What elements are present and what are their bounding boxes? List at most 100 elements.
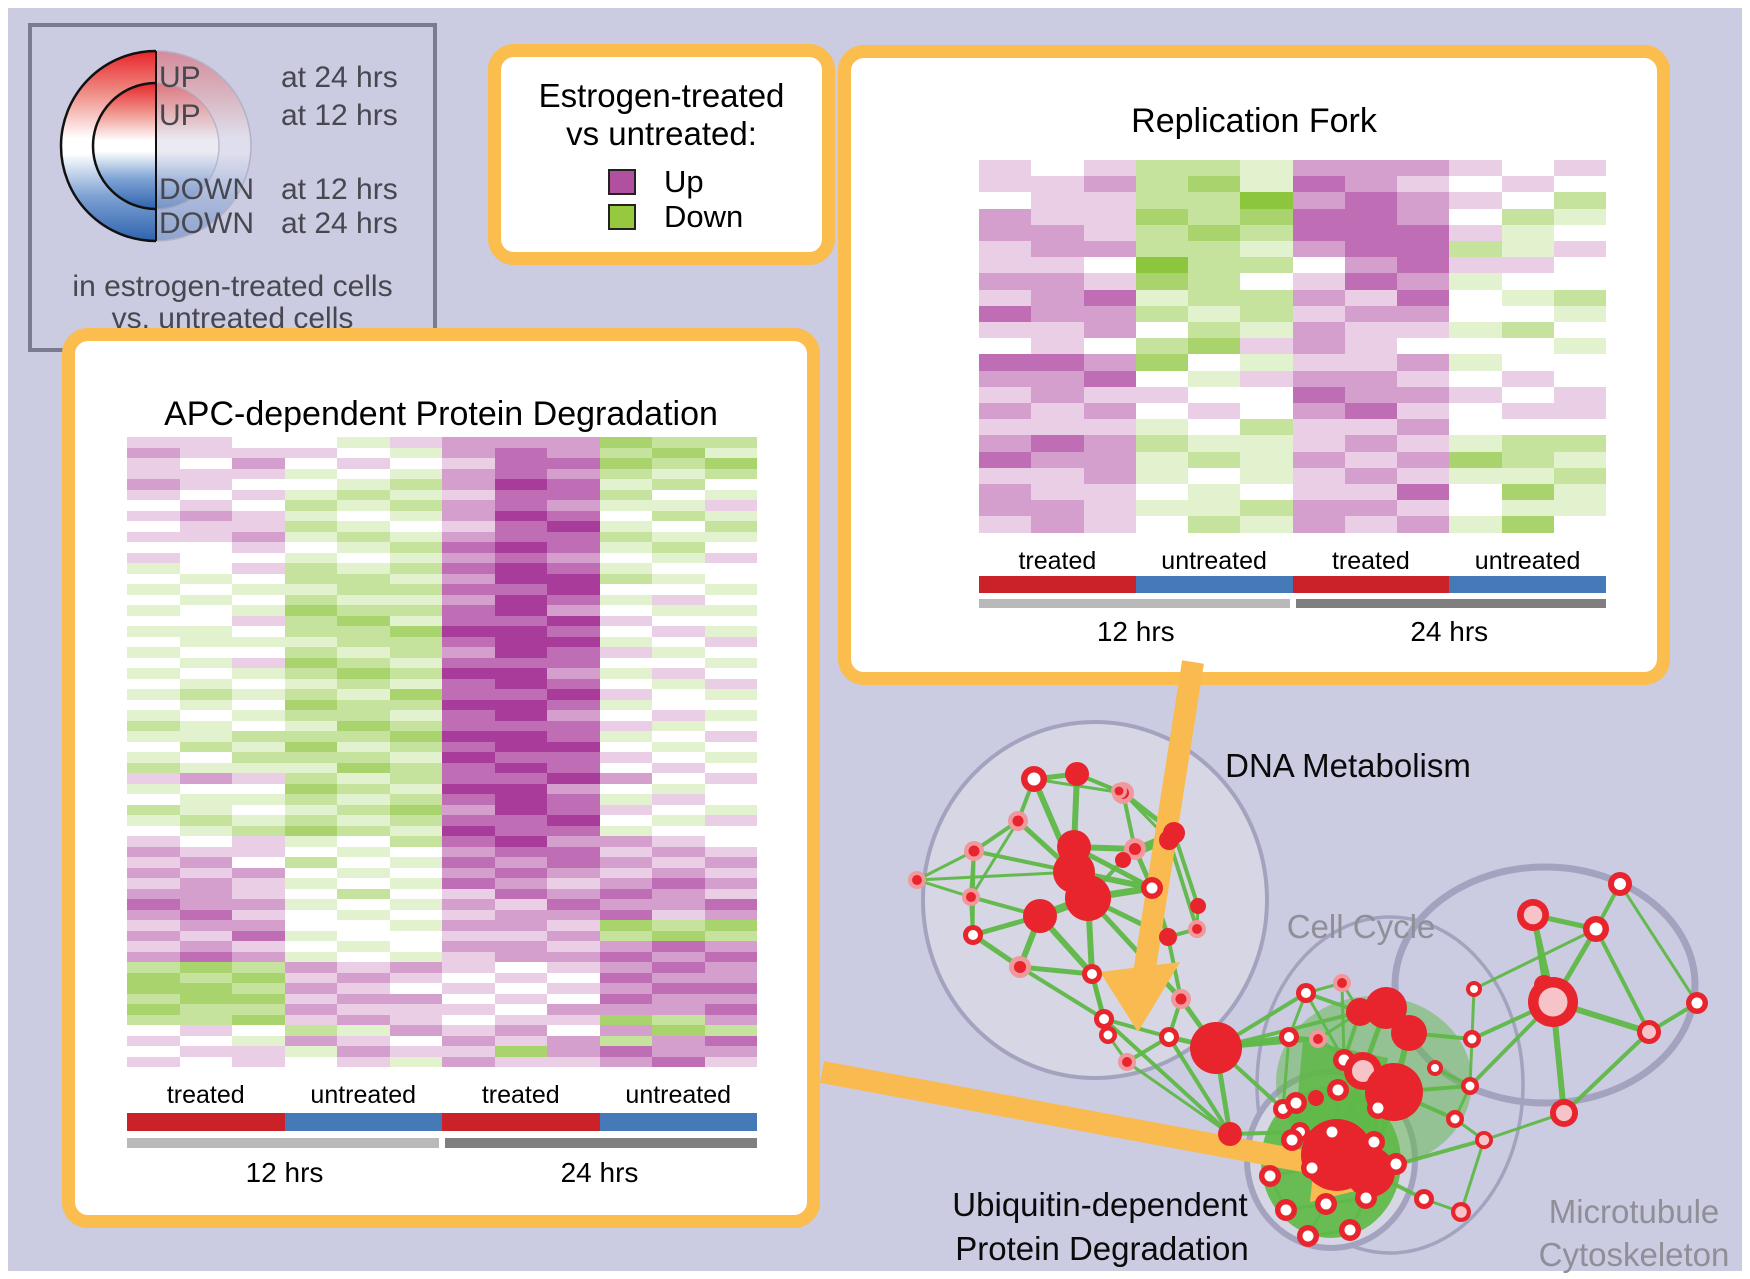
heatmap-cell [1553, 467, 1606, 485]
heatmap-cell [179, 972, 232, 983]
heatmap-cell [389, 878, 442, 889]
heatmap-cell [389, 731, 442, 742]
heatmap-cell [1449, 484, 1502, 501]
heatmap-cell [652, 972, 705, 983]
heatmap-cell [337, 1004, 390, 1015]
time-label-24hrs: 24 hrs [1410, 616, 1489, 647]
heatmap-cell [127, 752, 180, 763]
heatmap-cell [284, 668, 337, 679]
heatmap-cell [127, 510, 180, 521]
heatmap-cell [652, 636, 705, 647]
heatmap-cell [232, 1025, 285, 1036]
heatmap-cell [494, 1035, 547, 1046]
heatmap-cell [547, 1004, 600, 1015]
heatmap-cell [704, 479, 757, 490]
heatmap-cell [1449, 419, 1502, 436]
heatmap-cell [599, 846, 652, 857]
heatmap-cell [179, 626, 232, 637]
heatmap-cell [599, 930, 652, 941]
heatmap-cell [337, 962, 390, 973]
heatmap-cell [1449, 305, 1502, 323]
heatmap-cell [337, 762, 390, 773]
replication-fork-heatmap [979, 160, 1606, 533]
heatmap-cell [232, 531, 285, 542]
heatmap-cell [389, 573, 442, 584]
heatmap-cell [179, 668, 232, 679]
heatmap-cell [547, 1014, 600, 1025]
heatmap-cell [704, 647, 757, 658]
heatmap-cell [704, 846, 757, 857]
heatmap-cell [1501, 289, 1554, 306]
heatmap-cell [599, 993, 652, 1004]
heatmap-cell [389, 615, 442, 626]
heatmap-cell [179, 542, 232, 553]
heatmap-cell [389, 951, 442, 962]
heatmap-cell [1501, 176, 1554, 193]
heatmap-cell [284, 920, 337, 931]
heatmap-cell [442, 479, 495, 490]
heatmap-cell [389, 920, 442, 931]
heatmap-cell [1188, 192, 1241, 209]
heatmap-cell [1501, 338, 1554, 355]
heatmap-cell [1553, 241, 1606, 258]
replication-condition-labels: treated untreated treated untreated [979, 547, 1606, 576]
heatmap-cell [389, 867, 442, 878]
heatmap-cell [1397, 176, 1450, 193]
heatmap-cell [704, 972, 757, 983]
heatmap-cell [179, 741, 232, 752]
heatmap-cell [127, 489, 180, 500]
heatmap-cell [1449, 338, 1502, 355]
heatmap-cell [1397, 273, 1450, 290]
heatmap-cell [704, 920, 757, 931]
heatmap-cell [1449, 289, 1502, 306]
heatmap-cell [1292, 338, 1345, 355]
cluster-label-ubiquitin-line1: Ubiquitin-dependent [952, 1186, 1248, 1223]
heatmap-cell [547, 794, 600, 805]
heatmap-cell [232, 815, 285, 826]
heatmap-cell [979, 467, 1032, 485]
heatmap-cell [284, 458, 337, 469]
heatmap-cell [284, 888, 337, 899]
heatmap-cell [179, 647, 232, 658]
heatmap-cell [1031, 273, 1084, 290]
heatmap-cell [1397, 419, 1450, 436]
heatmap-cell [179, 594, 232, 605]
heatmap-cell [599, 920, 652, 931]
heatmap-cell [1135, 322, 1188, 339]
heatmap-cell [599, 510, 652, 521]
heatmap-cell [1083, 176, 1136, 193]
heatmap-cell [1188, 160, 1241, 177]
heatmap-cell [1553, 451, 1606, 468]
heatmap-cell [1135, 484, 1188, 501]
heatmap-cell [232, 479, 285, 490]
heatmap-cell [1397, 484, 1450, 501]
heatmap-cell [127, 437, 180, 448]
heatmap-cell [1553, 305, 1606, 323]
heatmap-cell [1135, 273, 1188, 290]
heatmap-cell [652, 531, 705, 542]
replication-fork-title: Replication Fork [1131, 102, 1377, 140]
heatmap-cell [599, 710, 652, 721]
heatmap-cell [979, 484, 1032, 501]
heatmap-cell [494, 615, 547, 626]
heatmap-cell [232, 867, 285, 878]
heatmap-cell [1083, 322, 1136, 339]
heatmap-cell [179, 636, 232, 647]
heatmap-cell [494, 531, 547, 542]
heatmap-cell [652, 1004, 705, 1015]
heatmap-cell [232, 552, 285, 563]
heatmap-cell [337, 626, 390, 637]
heatmap-cell [599, 983, 652, 994]
condition-label: treated [1331, 547, 1410, 575]
heatmap-cell [652, 479, 705, 490]
heatmap-cell [442, 972, 495, 983]
heatmap-cell [127, 1056, 180, 1067]
heatmap-cell [599, 741, 652, 752]
heatmap-cell [179, 437, 232, 448]
heatmap-cell [232, 657, 285, 668]
heatmap-cell [1292, 451, 1345, 468]
heatmap-cell [337, 993, 390, 1004]
heatmap-cell [1031, 451, 1084, 468]
heatmap-cell [127, 909, 180, 920]
heatmap-cell [179, 1004, 232, 1015]
